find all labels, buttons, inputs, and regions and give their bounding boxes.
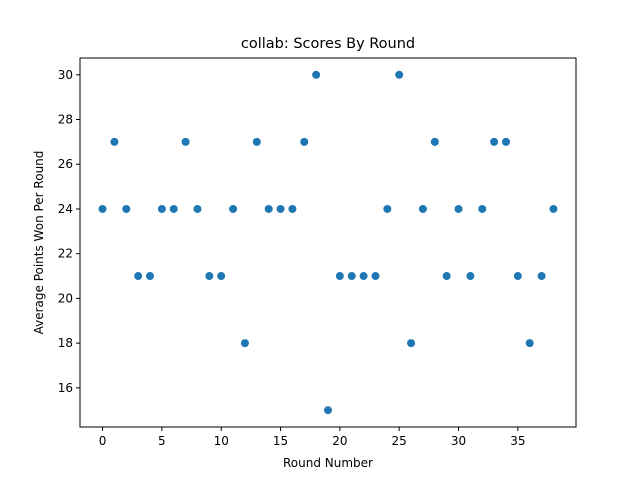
data-point [478,204,487,213]
y-tick-label: 20 [58,291,73,305]
data-point [335,272,344,281]
data-point [490,137,499,146]
plot-frame [79,57,577,428]
data-point [264,204,273,213]
y-axis: 16 18 20 22 24 26 28 30 [58,68,80,395]
y-tick-label: 28 [58,113,73,127]
data-point [359,272,368,281]
data-point [300,137,309,146]
data-point [501,137,510,146]
data-point [525,339,534,348]
data-point [122,204,131,213]
data-point [466,272,475,281]
data-point [98,204,107,213]
y-tick-label: 18 [58,336,73,350]
data-point [157,204,166,213]
data-point [276,204,285,213]
y-tick-label: 24 [58,202,73,216]
data-point [395,70,404,79]
data-point [240,339,249,348]
y-tick-label: 22 [58,247,73,261]
chart-title: collab: Scores By Round [241,36,415,52]
data-point [288,204,297,213]
data-point [229,204,238,213]
data-point [324,406,332,415]
y-tick-label: 26 [58,157,73,171]
x-tick-label: 20 [332,434,347,448]
plot-area [98,70,558,415]
data-point [312,70,321,79]
y-tick-label: 16 [58,381,73,395]
y-tick-label: 30 [58,68,73,82]
data-point [383,204,392,213]
data-point [430,137,439,146]
x-tick-label: 15 [273,434,288,448]
data-point [134,272,143,281]
data-point [169,204,178,213]
data-point [537,272,546,281]
x-tick-label: 0 [99,434,107,448]
data-point [146,272,155,281]
data-point [205,272,214,281]
data-point [193,204,202,213]
data-point [371,272,380,281]
y-axis-label: Average Points Won Per Round [32,151,46,335]
data-point [442,272,451,281]
x-tick-label: 5 [158,434,166,448]
x-tick-label: 35 [510,434,525,448]
data-point [407,339,416,348]
data-point [454,204,463,213]
x-tick-label: 25 [392,434,407,448]
data-point [252,137,261,146]
x-axis-label: Round Number [283,456,373,470]
data-point [217,272,226,281]
data-point [549,204,558,213]
x-tick-label: 30 [451,434,466,448]
data-point [110,137,119,146]
data-point [513,272,522,281]
data-point [181,137,190,146]
x-axis: 0 5 10 15 20 25 30 35 [99,427,525,448]
data-point [347,272,356,281]
x-tick-label: 10 [214,434,229,448]
data-point [418,204,427,213]
